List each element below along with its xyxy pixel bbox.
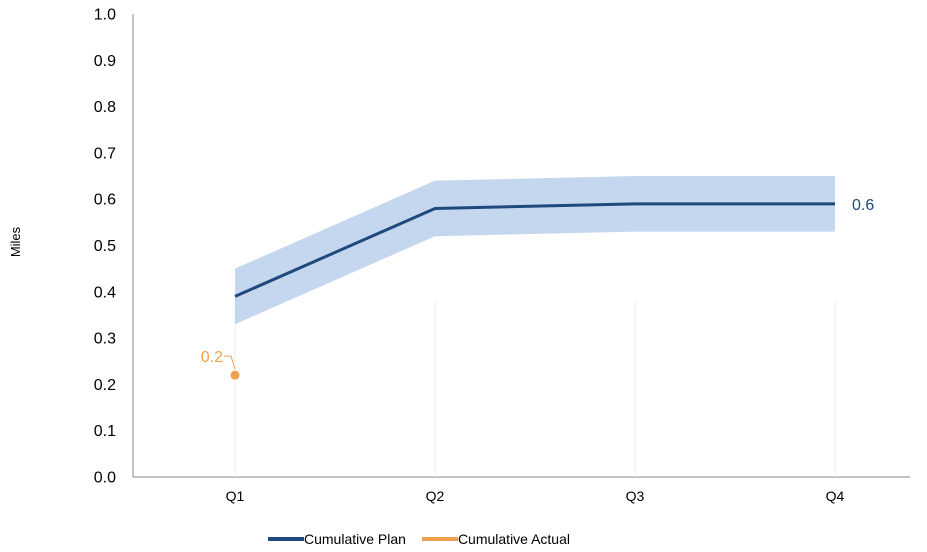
- x-tick-label: Q4: [826, 488, 845, 504]
- actual-leader-line: [224, 355, 236, 370]
- legend-item-plan: Cumulative Plan: [268, 531, 406, 547]
- x-tick-label: Q2: [426, 488, 445, 504]
- actual-point-label: 0.2: [201, 349, 223, 366]
- y-tick-label: 0.6: [94, 192, 116, 209]
- y-tick-label: 0.4: [94, 284, 116, 301]
- plan-end-label: 0.6: [852, 197, 874, 214]
- legend-item-actual: Cumulative Actual: [421, 531, 570, 547]
- actual-point: [230, 370, 240, 380]
- y-tick-label: 0.8: [94, 99, 116, 116]
- y-tick-label: 0.9: [94, 53, 116, 70]
- y-tick-label: 0.5: [94, 238, 116, 255]
- x-tick-label: Q3: [626, 488, 645, 504]
- plan-line: [234, 202, 835, 298]
- legend-swatch-actual: [421, 537, 458, 541]
- series-lines: [234, 202, 835, 298]
- y-tick-label: 0.2: [94, 377, 116, 394]
- y-tick-label: 1.0: [94, 7, 116, 24]
- plan-band: [235, 176, 835, 325]
- y-axis-title: Miles: [8, 226, 23, 257]
- data-labels: 0.6 0.2: [201, 197, 874, 380]
- legend-label-plan: Cumulative Plan: [304, 531, 406, 547]
- legend-label-actual: Cumulative Actual: [457, 531, 570, 547]
- y-tick-label: 0.7: [94, 145, 116, 162]
- legend: Cumulative Plan Cumulative Actual: [268, 531, 586, 547]
- plan-band-area: [235, 176, 835, 325]
- x-tick-label: Q1: [226, 488, 245, 504]
- y-tick-label: 0.0: [94, 470, 116, 487]
- y-tick-label: 0.3: [94, 331, 116, 348]
- axes: 0.0 0.1 0.2 0.3 0.4 0.5 0.6 0.7 0.8 0.9 1.0 Q1 Q2 Q3 Q…: [94, 7, 910, 504]
- y-tick-label: 0.1: [94, 423, 116, 440]
- legend-swatch-plan: [268, 537, 304, 541]
